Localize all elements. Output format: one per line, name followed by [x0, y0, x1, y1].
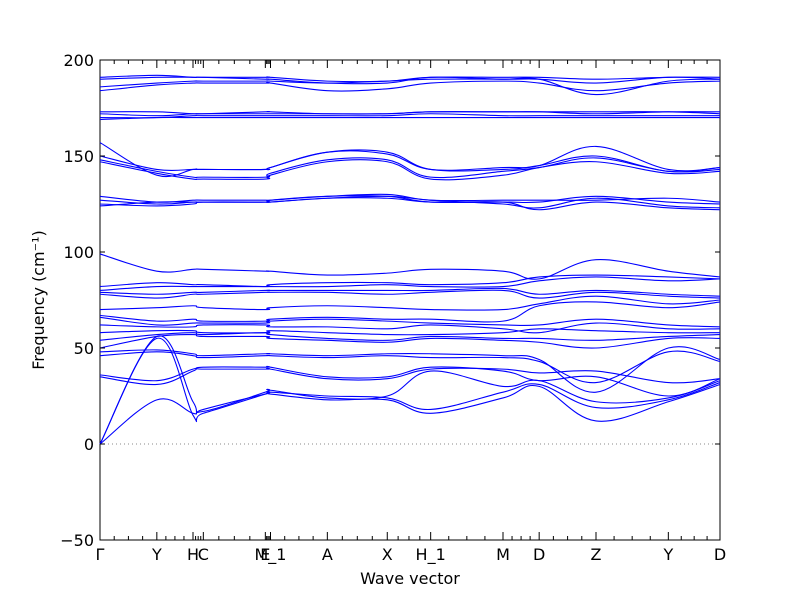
x-tick-label: M — [496, 545, 510, 564]
band-line — [99, 142, 721, 178]
x-tick-label: C — [198, 545, 209, 564]
x-tick-label: X — [382, 545, 393, 564]
x-tick-label: D — [533, 545, 545, 564]
band-line — [99, 332, 721, 341]
x-tick-label: Γ — [96, 545, 105, 564]
band-line — [99, 113, 720, 119]
band-line — [99, 289, 721, 299]
band-line — [99, 287, 721, 297]
x-axis: Γ Y HC EM_1 A X H_1 M D Z Y D — [96, 60, 726, 565]
y-tick-label: 100 — [63, 243, 94, 262]
band-line — [99, 367, 721, 384]
band-line — [99, 195, 721, 209]
band-line — [99, 301, 721, 323]
band-line — [99, 316, 721, 328]
band-line — [99, 295, 721, 311]
band-line — [99, 195, 721, 205]
x-tick-label: A — [322, 545, 333, 564]
x-tick-label: H_1 — [416, 545, 446, 565]
y-tick-label: 200 — [63, 51, 94, 70]
x-tick-label: D — [714, 545, 726, 564]
band-line — [99, 193, 721, 203]
y-axis-label: Frequency (cm⁻¹) — [29, 230, 48, 369]
plot-frame — [99, 59, 721, 541]
band-line — [99, 274, 721, 288]
y-tick-label: 150 — [63, 147, 94, 166]
x-tick-label: Z — [591, 545, 602, 564]
x-tick-label: M_1 — [255, 545, 287, 565]
y-axis: −50 0 50 100 150 200 — [60, 51, 720, 550]
x-tick-label: H — [187, 545, 199, 564]
band-line — [99, 253, 721, 280]
band-line — [99, 328, 721, 336]
x-axis-label: Wave vector — [360, 569, 460, 588]
band-line — [99, 276, 721, 291]
x-tick-label: Y — [662, 545, 673, 564]
band-line — [99, 346, 721, 393]
x-tick-label: Y — [151, 545, 162, 564]
y-tick-label: 50 — [74, 339, 94, 358]
band-line — [99, 74, 721, 83]
band-line — [99, 335, 721, 445]
band-line — [99, 365, 721, 397]
y-tick-label: −50 — [60, 531, 94, 550]
band-line — [99, 116, 720, 121]
band-line — [99, 159, 721, 181]
x-tick-label: E — [260, 545, 270, 564]
series-lines — [99, 74, 721, 445]
band-line — [99, 337, 721, 445]
band-line — [99, 350, 721, 384]
band-line — [99, 80, 721, 92]
band-line — [99, 111, 721, 115]
band-line — [99, 322, 721, 334]
band-line — [99, 157, 721, 179]
plot-area — [99, 59, 721, 541]
y-tick-label: 0 — [84, 435, 94, 454]
band-line — [99, 333, 721, 349]
